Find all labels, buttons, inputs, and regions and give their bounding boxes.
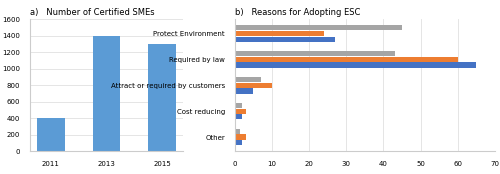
Bar [235,88,254,94]
Bar [235,25,402,30]
Bar [235,83,272,88]
Bar [235,129,240,134]
Bar [235,31,324,36]
Bar [235,103,242,108]
Bar [235,37,335,42]
Bar [148,44,176,151]
Bar [92,36,120,151]
Bar [235,51,394,56]
Bar [235,109,246,114]
Bar [235,114,242,120]
Bar [37,118,65,151]
Bar [235,57,458,62]
Bar [235,135,246,140]
Bar [235,62,476,68]
Text: b)   Reasons for Adopting ESC: b) Reasons for Adopting ESC [235,8,360,17]
Bar [235,77,261,82]
Bar [235,140,242,145]
Text: a)   Number of Certified SMEs: a) Number of Certified SMEs [30,8,154,17]
